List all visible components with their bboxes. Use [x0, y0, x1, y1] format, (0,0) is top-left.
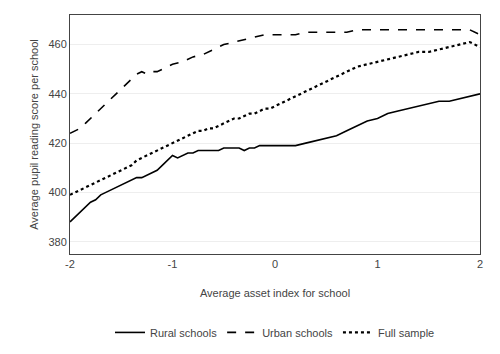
svg-text:420: 420 [48, 137, 66, 149]
svg-text:2: 2 [477, 258, 483, 270]
svg-text:0: 0 [272, 258, 278, 270]
svg-text:440: 440 [48, 88, 66, 100]
svg-text:Urban schools: Urban schools [262, 327, 333, 339]
svg-text:460: 460 [48, 38, 66, 50]
svg-text:1: 1 [374, 258, 380, 270]
svg-text:Average pupil reading score pe: Average pupil reading score per school [28, 39, 40, 230]
svg-text:Full sample: Full sample [378, 327, 434, 339]
svg-text:-1: -1 [168, 258, 178, 270]
svg-text:-2: -2 [65, 258, 75, 270]
svg-text:Rural schools: Rural schools [150, 327, 217, 339]
svg-text:400: 400 [48, 186, 66, 198]
svg-text:380: 380 [48, 236, 66, 248]
svg-text:Average asset index for school: Average asset index for school [200, 287, 350, 299]
